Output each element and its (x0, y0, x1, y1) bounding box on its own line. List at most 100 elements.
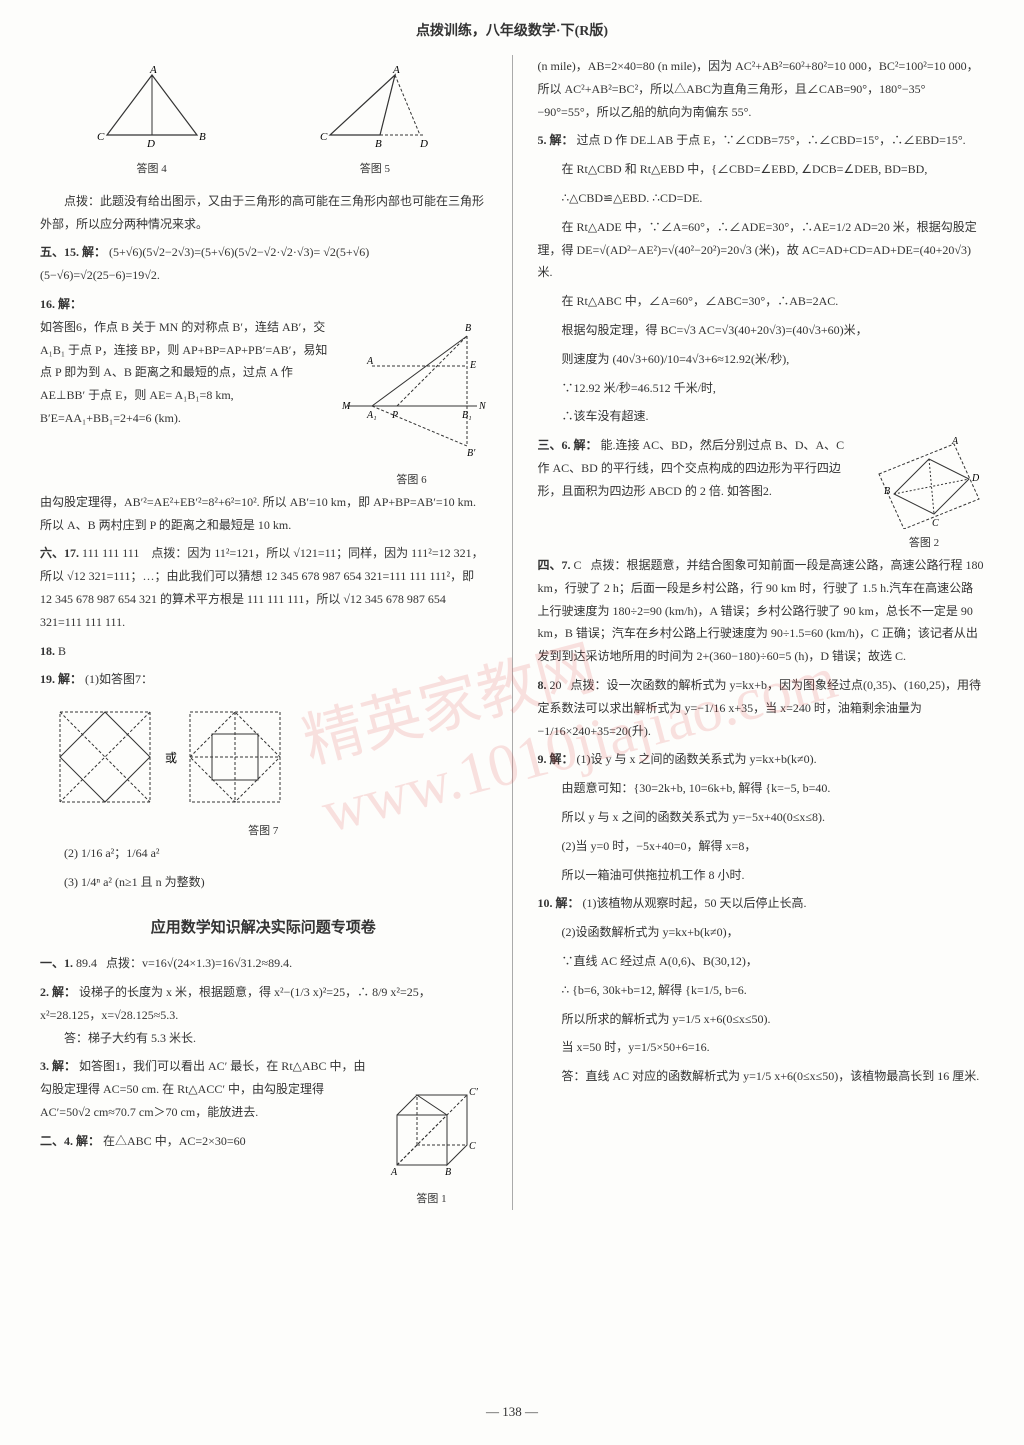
s3: 3. 解： 如答图1，我们可以看出 AC′ 最长，在 Rt△ABC 中，由勾股定… (40, 1055, 367, 1123)
svg-text:C: C (97, 131, 105, 143)
r5-text8: ∵12.92 米/秒=46.512 千米/时, (537, 377, 984, 400)
left-column: A C D B 答图 4 A C B D (40, 55, 487, 1210)
svg-text:B₁: B₁ (462, 410, 472, 421)
triangle-icon: A C D B (87, 65, 217, 155)
r9: 9. 解： (1)设 y 与 x 之间的函数关系式为 y=kx+b(k≠0). (537, 748, 984, 771)
r9-label: 9. 解： (537, 752, 573, 766)
r7-dianbo: 点拨：根据题意，并结合图象可知前面一段是高速公路，高速公路行程 180 km，行… (537, 558, 983, 663)
r7-label: 四、7. (537, 558, 570, 572)
r8-label: 8. (537, 678, 546, 692)
s1: 一、1. 89.4 点拨：v=16√(24×1.3)=16√31.2≈89.4. (40, 952, 487, 975)
r10-text6: 当 x=50 时，y=1/5×50+6=16. (537, 1036, 984, 1059)
r10-label: 10. 解： (537, 896, 579, 910)
square-diagram-icon: 或 (40, 697, 300, 817)
r6-row: 三、6. 解： 能.连接 AC、BD，然后分别过点 B、D、A、C 作 AC、B… (537, 434, 984, 554)
r8: 8. 20 点拨：设一次函数的解析式为 y=kx+b，因为图象经过点(0,35)… (537, 674, 984, 742)
s3-row: 3. 解： 如答图1，我们可以看出 AC′ 最长，在 Rt△ABC 中，由勾股定… (40, 1055, 487, 1210)
r10-text4: ∴ {b=6, 30k+b=12, 解得 {k=1/5, b=6. (537, 979, 984, 1002)
r5-text2: 在 Rt△CBD 和 Rt△EBD 中，{∠CBD=∠EBD, ∠DCB=∠DE… (537, 158, 984, 181)
svg-text:D: D (146, 138, 155, 150)
q17-label: 六、17. (40, 546, 79, 560)
svg-text:P: P (391, 410, 398, 421)
figure-row-4-5: A C D B 答图 4 A C B D (40, 65, 487, 180)
s2-label: 2. 解： (40, 985, 76, 999)
geometry-diagram-icon: M N A B E A₁ P B₁ B′ (337, 316, 487, 466)
q19-text2: (2) 1/16 a²；1/64 a² (40, 842, 487, 865)
r5-text6: 根据勾股定理，得 BC=√3 AC=√3(40+20√3)=(40√3+60)米… (537, 319, 984, 342)
figure-2: A B C D 答图 2 (864, 434, 984, 554)
svg-text:B: B (884, 486, 890, 497)
svg-text:B: B (375, 138, 382, 150)
svg-text:E: E (469, 360, 476, 371)
q18-label: 18. (40, 644, 55, 658)
r9-text3: 所以 y 与 x 之间的函数关系式为 y=−5x+40(0≤x≤8). (537, 806, 984, 829)
svg-text:C: C (469, 1141, 476, 1152)
q18-ans: B (58, 644, 66, 658)
svg-text:D: D (971, 473, 980, 484)
q19-text1: (1)如答图7： (85, 672, 153, 686)
r5-text7: 则速度为 (40√3+60)/10=4√3+6≈12.92(米/秒), (537, 348, 984, 371)
q18: 18. B (40, 640, 487, 663)
svg-text:A: A (951, 436, 959, 447)
dianbo-1: 点拨：此题没有给出图示，又由于三角形的高可能在三角形内部也可能在三角形外部，所以… (40, 190, 487, 236)
svg-text:B: B (445, 1167, 451, 1178)
svg-text:B: B (465, 323, 471, 334)
parallelogram-icon: A B C D (864, 434, 984, 529)
r9-text1: (1)设 y 与 x 之间的函数关系式为 y=kx+b(k≠0). (577, 752, 817, 766)
right-column: (n mile)，AB=2×40=80 (n mile)，因为 AC²+AB²=… (537, 55, 984, 1210)
column-divider (512, 55, 513, 1210)
q17-ans: 111 111 111 (82, 546, 139, 560)
s1-label: 一、1. (40, 956, 73, 970)
r5: 5. 解： 过点 D 作 DE⊥AB 于点 E，∵∠CDB=75°，∴∠CBD=… (537, 129, 984, 152)
r5-text3: ∴△CBD≌△EBD. ∴CD=DE. (537, 187, 984, 210)
svg-text:M: M (341, 401, 351, 412)
s3-label: 3. 解： (40, 1059, 76, 1073)
svg-text:B′: B′ (467, 448, 476, 459)
s4-label: 二、4. 解： (40, 1134, 100, 1148)
page-header: 点拨训练，八年级数学·下(R版) (40, 20, 984, 40)
svg-text:C: C (320, 131, 328, 143)
q15-label: 五、15. 解： (40, 245, 106, 259)
r5-text1: 过点 D 作 DE⊥AB 于点 E，∵∠CDB=75°，∴∠CBD=15°，∴∠… (577, 133, 966, 147)
r6-label: 三、6. 解： (537, 438, 597, 452)
r10: 10. 解： (1)该植物从观察时起，50 天以后停止长高. (537, 892, 984, 915)
q15: 五、15. 解： (5+√6)(5√2−2√3)=(5+√6)(5√2−√2·√… (40, 241, 487, 287)
svg-text:A: A (390, 1167, 398, 1178)
s1-dianbo: 点拨：v=16√(24×1.3)=16√31.2≈89.4. (106, 956, 292, 970)
fig-cube-caption: 答图 1 (377, 1189, 487, 1210)
fig4-caption: 答图 4 (87, 159, 217, 180)
figure-cube: A B C C′ 答图 1 (377, 1055, 487, 1210)
svg-text:B: B (199, 131, 206, 143)
figure-7: 或 答图 7 (40, 697, 487, 842)
s4-text: 在△ABC 中，AC=2×30=60 (103, 1134, 246, 1148)
s2-text: 设梯子的长度为 x 米，根据题意，得 x²−(1/3 x)²=25，∴ 8/9 … (40, 985, 431, 1022)
svg-text:A: A (366, 356, 374, 367)
fig6-caption: 答图 6 (337, 470, 487, 491)
s4: 二、4. 解： 在△ABC 中，AC=2×30=60 (40, 1130, 367, 1153)
s3-text: 如答图1，我们可以看出 AC′ 最长，在 Rt△ABC 中，由勾股定理得 AC=… (40, 1059, 366, 1119)
s1-ans: 89.4 (76, 956, 97, 970)
triangle-icon: A C B D (310, 65, 440, 155)
figure-4: A C D B 答图 4 (87, 65, 217, 180)
r8-dianbo: 点拨：设一次函数的解析式为 y=kx+b，因为图象经过点(0,35)、(160,… (537, 678, 981, 738)
q16-text1: 如答图6，作点 B 关于 MN 的对称点 B′，连结 AB′，交 A₁B₁ 于点… (40, 316, 329, 491)
two-column-layout: A C D B 答图 4 A C B D (40, 55, 984, 1210)
r5-text9: ∴该车没有超速. (537, 405, 984, 428)
r7-ans: C (574, 558, 582, 572)
r5-text4: 在 Rt△ADE 中，∵∠A=60°，∴∠ADE=30°，∴AE=1/2 AD=… (537, 216, 984, 284)
figure-5: A C B D 答图 5 (310, 65, 440, 180)
q19: 19. 解： (1)如答图7： (40, 668, 487, 691)
figure-6: M N A B E A₁ P B₁ B′ 答图 6 (337, 316, 487, 491)
cube-icon: A B C C′ (377, 1055, 487, 1185)
svg-text:A: A (392, 65, 400, 76)
r5-label: 5. 解： (537, 133, 573, 147)
q16-label: 16. 解： (40, 297, 82, 311)
r7: 四、7. C 点拨：根据题意，并结合图象可知前面一段是高速公路，高速公路行程 1… (537, 554, 984, 668)
s2: 2. 解： 设梯子的长度为 x 米，根据题意，得 x²−(1/3 x)²=25，… (40, 981, 487, 1049)
svg-text:C: C (932, 518, 939, 529)
r10-text3: ∵直线 AC 经过点 A(0,6)、B(30,12)， (537, 950, 984, 973)
page-number: — 138 — (0, 1404, 1024, 1420)
r9-text5: 所以一箱油可供拖拉机工作 8 小时. (537, 864, 984, 887)
q16: 16. 解： 如答图6，作点 B 关于 MN 的对称点 B′，连结 AB′，交 … (40, 293, 487, 536)
q19-label: 19. 解： (40, 672, 82, 686)
